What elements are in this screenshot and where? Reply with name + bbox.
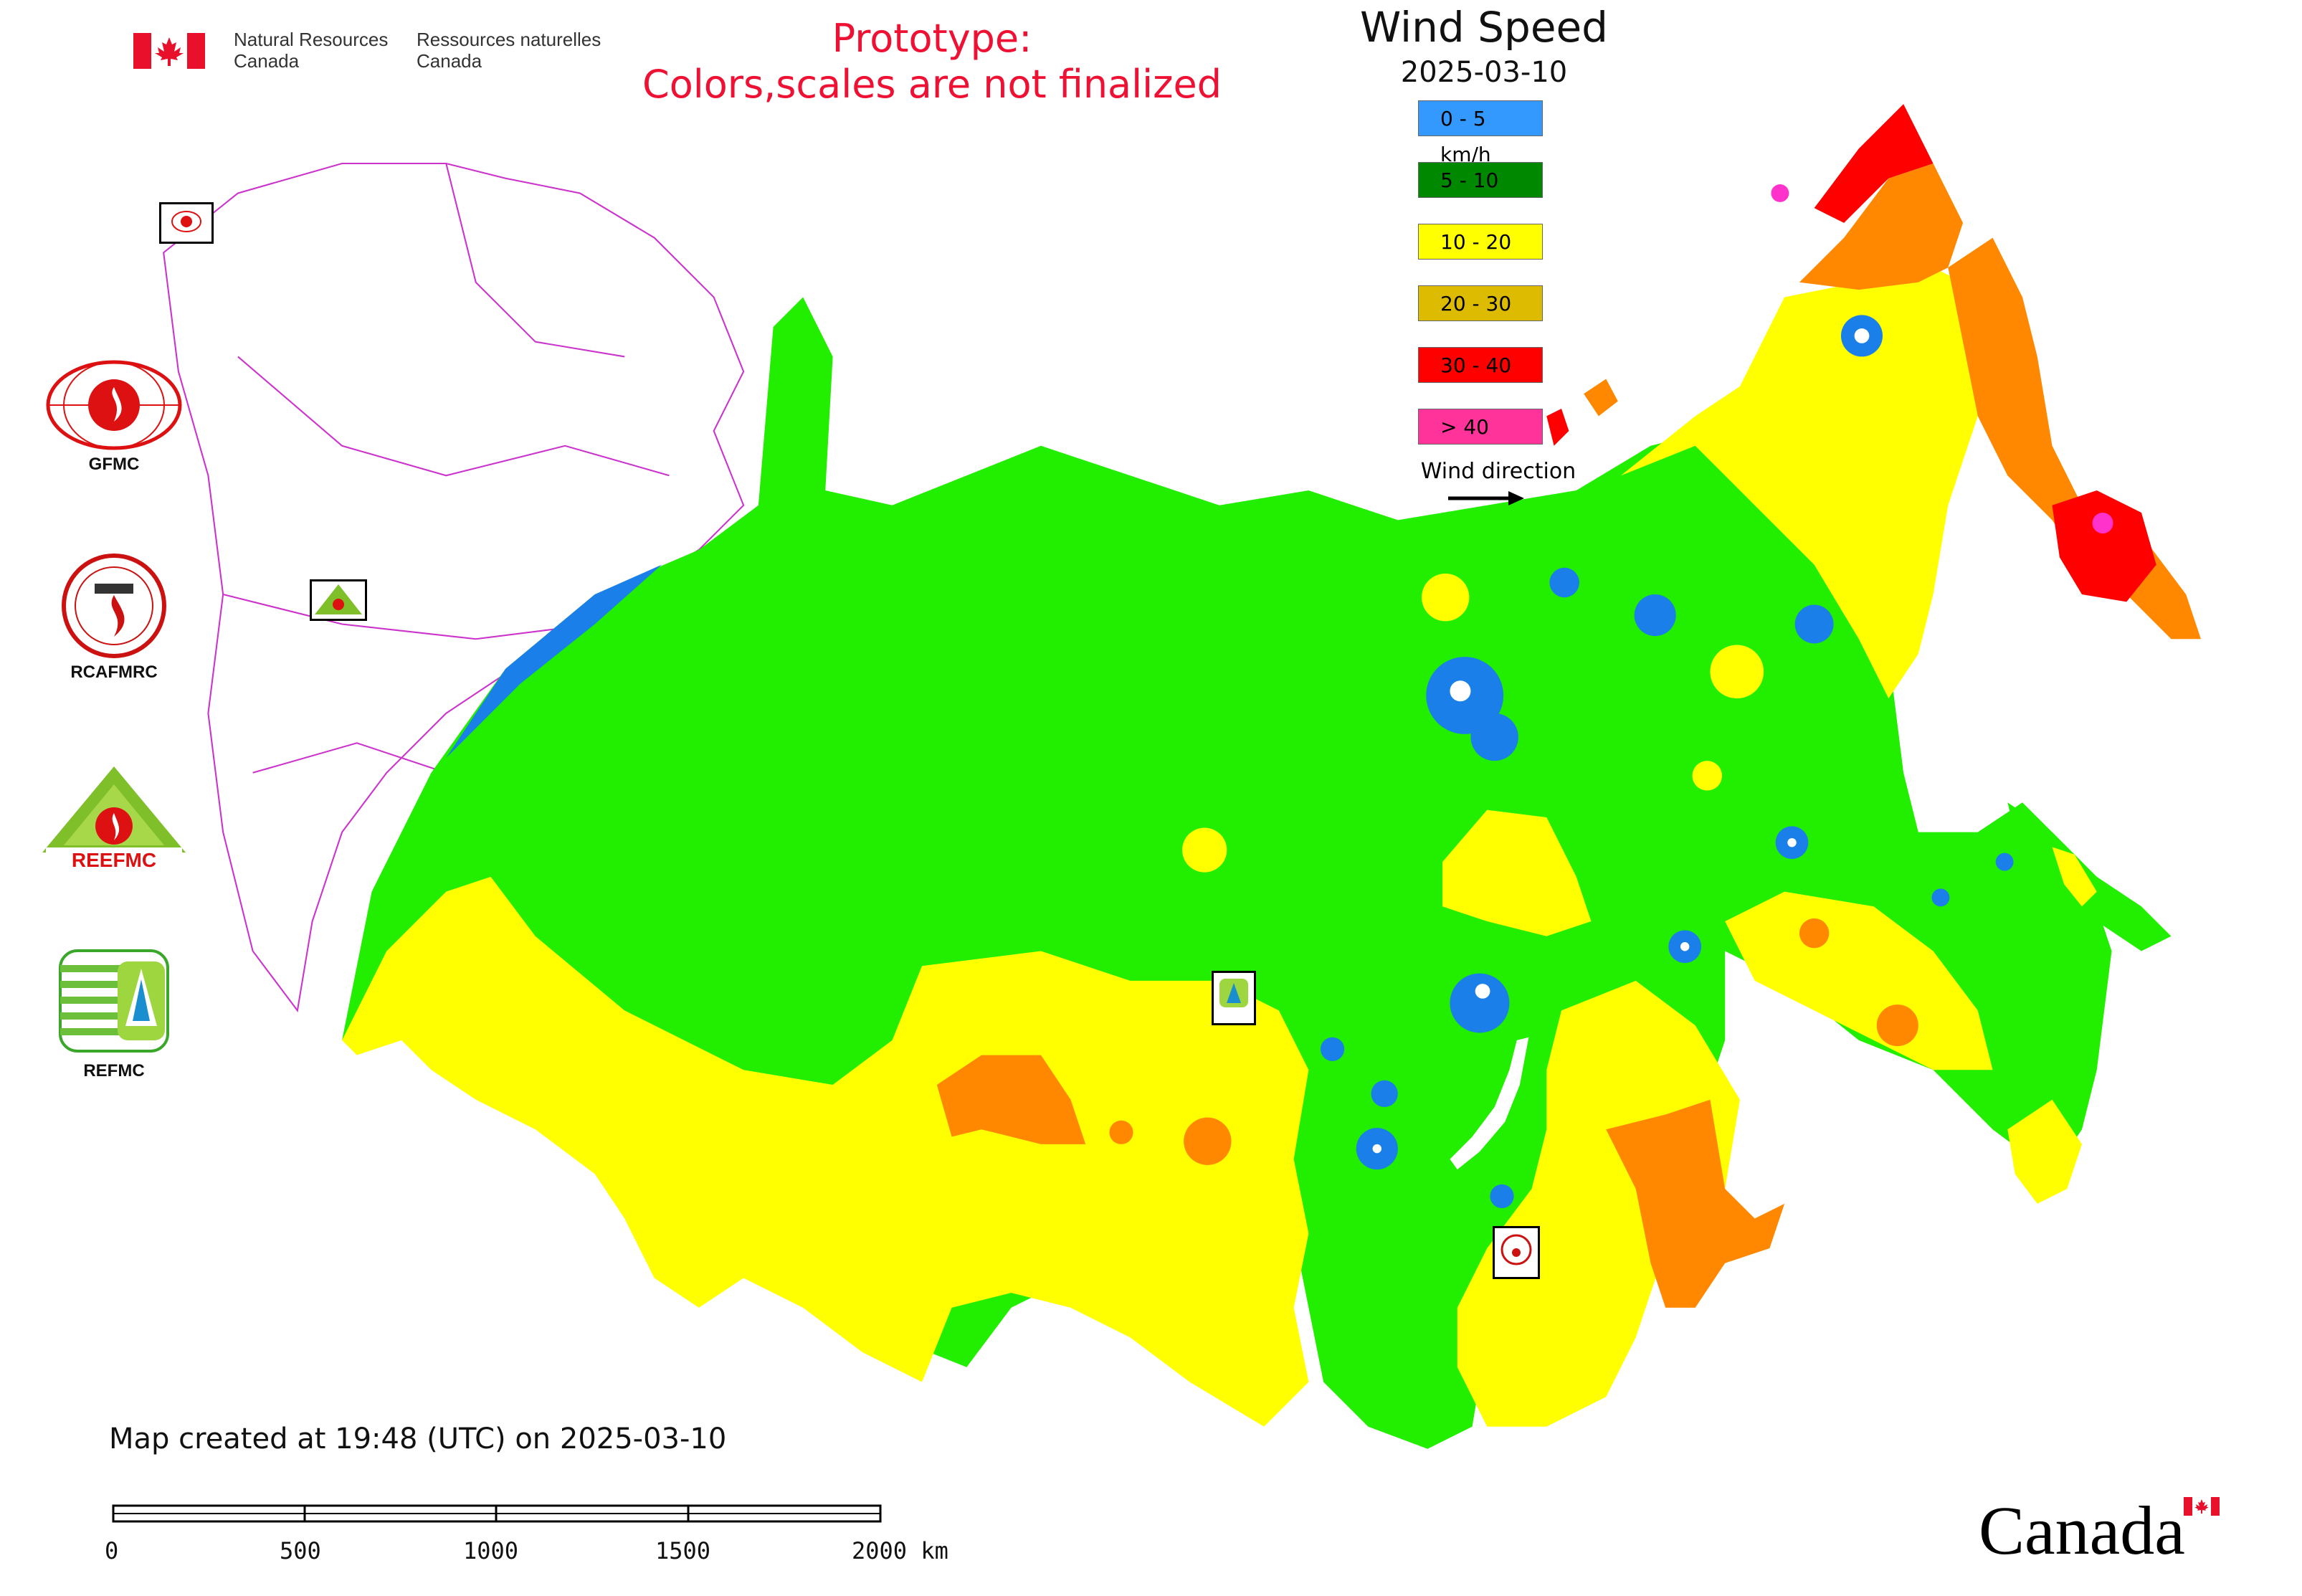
calm-spot-centers bbox=[1372, 328, 1870, 1154]
island-novaya-zemlya bbox=[1041, 475, 1116, 624]
lake-baikal bbox=[1450, 1037, 1529, 1170]
legend-item-5-10: 5 - 10 bbox=[1418, 162, 1543, 198]
wind-direction-label: Wind direction bbox=[1420, 459, 1576, 484]
legend-item-10-20: 10 - 20 bbox=[1418, 224, 1543, 260]
wind-spot-fresh bbox=[1876, 1004, 1918, 1047]
wind-zone-moderate-se bbox=[2007, 1099, 2083, 1204]
refmc-emblem-icon bbox=[59, 949, 169, 1053]
wind-spot-very-strong bbox=[1771, 184, 1789, 202]
wind-zone-moderate bbox=[342, 876, 1309, 1427]
legend-item-over-40: > 40 bbox=[1418, 409, 1543, 445]
gov-en-line1: Natural Resources bbox=[234, 29, 389, 50]
landmass-sakhalin bbox=[2052, 847, 2097, 907]
map-created-timestamp: Map created at 19:48 (UTC) on 2025-03-10 bbox=[109, 1422, 727, 1455]
legend-title: Wind Speed bbox=[1359, 3, 1609, 52]
scale-bar-graphic bbox=[112, 1504, 882, 1523]
refmc-marker-icon bbox=[1219, 979, 1248, 1007]
wind-zone-fresh-2 bbox=[1606, 1099, 1785, 1308]
prototype-notice: Prototype: Colors,scales are not finaliz… bbox=[574, 16, 1290, 108]
gov-fr-line2: Canada bbox=[417, 50, 482, 72]
wind-zone-moderate-central bbox=[1442, 809, 1592, 936]
wind-spot-moderate bbox=[1692, 761, 1723, 791]
wind-zone-fresh-ne bbox=[1799, 163, 1964, 290]
scale-tick-2000: 2000 km bbox=[852, 1537, 948, 1564]
wind-spot-very-strong bbox=[2092, 513, 2113, 534]
island-kola bbox=[981, 460, 1056, 513]
island-north bbox=[1546, 408, 1569, 446]
gfmc-logo: GFMC bbox=[39, 358, 189, 475]
gfmc-marker-icon bbox=[171, 211, 201, 232]
rcafmrc-emblem-icon bbox=[62, 554, 166, 658]
legend-item-0-5: 0 - 5 km/h bbox=[1418, 100, 1543, 166]
reefmc-wordmark: REEFMC bbox=[71, 849, 157, 871]
scale-tick-500: 500 bbox=[280, 1537, 321, 1564]
canada-wordmark-text: Canada bbox=[1979, 1492, 2185, 1569]
legend-date: 2025-03-10 bbox=[1400, 56, 1568, 89]
canada-wordmark-flag-icon bbox=[2184, 1497, 2220, 1516]
wind-zone-moderate-east bbox=[1725, 891, 1993, 1070]
reefmc-emblem-icon bbox=[42, 766, 186, 865]
canada-flag-icon bbox=[133, 33, 205, 69]
wind-spot-fresh bbox=[1184, 1117, 1232, 1165]
legend-item-30-40: 30 - 40 bbox=[1418, 347, 1543, 383]
rcafmrc-marker-icon bbox=[1500, 1234, 1532, 1265]
reefmc-marker-icon bbox=[315, 584, 362, 614]
gfmc-map-marker bbox=[159, 202, 214, 244]
wind-zone-strong-kamchatka bbox=[2052, 490, 2156, 602]
island-northeast bbox=[1584, 379, 1618, 417]
legend-item-20-30: 20 - 30 bbox=[1418, 285, 1543, 321]
gov-en-line2: Canada bbox=[234, 50, 300, 72]
wind-zone-moderate-ne bbox=[1620, 267, 1993, 699]
refmc-caption: REFMC bbox=[83, 1061, 145, 1080]
wind-spot-moderate bbox=[1182, 827, 1227, 873]
gov-name-english: Natural Resources Canada bbox=[234, 29, 388, 72]
gfmc-emblem-icon bbox=[46, 360, 182, 450]
reefmc-logo: REEFMC bbox=[39, 763, 189, 872]
gfmc-caption: GFMC bbox=[88, 455, 140, 474]
scale-bar: 0 500 1000 1500 2000 km bbox=[100, 1498, 975, 1577]
scale-tick-0: 0 bbox=[105, 1537, 119, 1564]
scale-tick-1000: 1000 bbox=[463, 1537, 519, 1564]
wind-spot-fresh bbox=[1109, 1120, 1133, 1144]
rcafmrc-map-marker bbox=[1493, 1226, 1540, 1279]
canada-wordmark: Canada bbox=[1979, 1491, 2222, 1570]
gov-name-french: Ressources naturelles Canada bbox=[417, 29, 601, 72]
prototype-line1: Prototype: bbox=[832, 16, 1032, 61]
wind-zone-moderate-2 bbox=[1457, 980, 1740, 1427]
gov-fr-line1: Ressources naturelles bbox=[417, 29, 601, 50]
prototype-line2: Colors,scales are not finalized bbox=[642, 62, 1222, 107]
wind-spot-fresh bbox=[1799, 918, 1830, 949]
landmass-east bbox=[2007, 802, 2172, 951]
wind-zone-strong bbox=[1814, 104, 1934, 223]
wind-spot-moderate bbox=[1710, 645, 1764, 699]
refmc-logo: REFMC bbox=[39, 944, 189, 1081]
wind-direction-arrow-icon bbox=[1448, 491, 1524, 505]
rcafmrc-caption: RCAFMRC bbox=[70, 662, 158, 682]
refmc-map-marker bbox=[1212, 971, 1256, 1025]
reefmc-map-marker bbox=[310, 579, 367, 621]
scale-tick-1500: 1500 bbox=[655, 1537, 711, 1564]
wind-spot-moderate bbox=[1422, 574, 1470, 622]
rcafmrc-logo: RCAFMRC bbox=[39, 552, 189, 683]
government-header: Natural Resources Canada Ressources natu… bbox=[133, 27, 607, 77]
wind-zone-fresh bbox=[936, 1055, 1086, 1144]
